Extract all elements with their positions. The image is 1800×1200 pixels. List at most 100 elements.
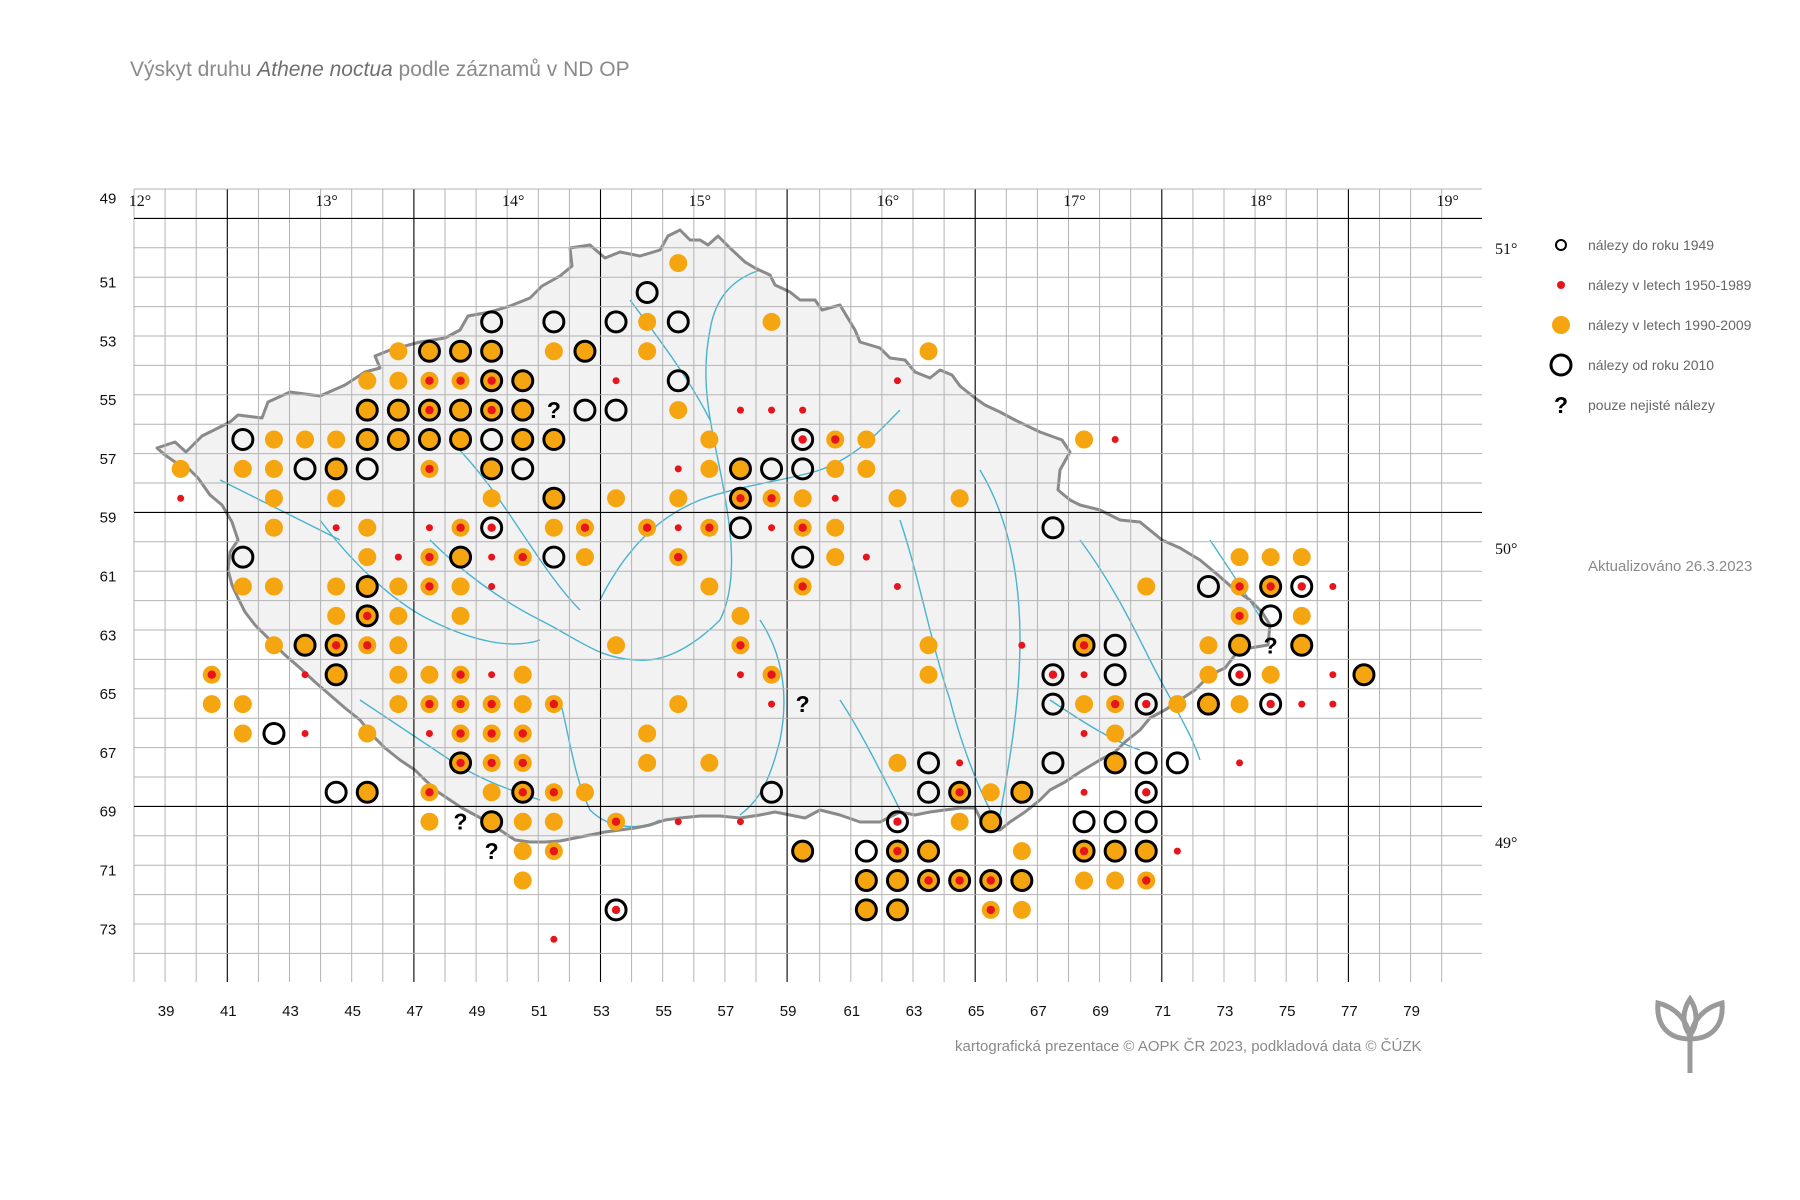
thick-ring [1196,575,1220,598]
orange-dot [357,782,378,803]
orange-dot [1292,548,1311,567]
red-dot [1297,582,1306,591]
orange-dot [730,458,751,479]
grid-cell-record [700,518,719,537]
red-dot [580,523,590,532]
orange-dot [1075,695,1094,714]
thick-ring [1134,751,1158,775]
red-dot [488,583,496,590]
orange-dot [981,783,1000,802]
aopk-logo-icon [1655,995,1725,1073]
grid-cell-record [575,548,594,567]
grid-cell-record [544,342,563,361]
grid-cell-record [1041,516,1065,540]
orange-dot [1261,548,1280,567]
thick-ring [324,457,348,481]
orange-dot [544,518,563,537]
grid-cell-record [420,783,439,802]
orange-dot [1075,430,1094,449]
red-dot [1235,611,1244,621]
grid-cell-record [669,695,688,714]
grid-cell-record [1228,663,1252,687]
grid-cell-record: ? [454,809,468,835]
red-dot [1266,582,1275,591]
grid-cell-record [425,524,433,532]
grid-cell-record [736,818,744,826]
grid-cell-record [1010,780,1034,804]
grid-cell-record [956,759,964,767]
grid-cell-record [917,780,941,804]
legend-item: ? pouze nejisté nálezy [1548,392,1788,432]
orange-dot [389,695,408,714]
red-dot [1142,876,1151,885]
orange-dot [419,429,440,450]
red-dot [487,523,496,532]
red-dot [924,876,933,885]
grid-cell-record [791,428,815,451]
thick-ring-icon [1549,353,1573,377]
grid-cell-record [1196,692,1220,716]
red-dot [301,671,309,679]
grid-cell-record [1018,641,1026,649]
grid-cell-record [604,310,628,334]
orange-dot [358,724,377,743]
grid-cell-record [674,818,682,826]
thick-ring [760,457,784,481]
orange-dot [264,577,283,596]
grid-cell-record [917,751,941,775]
grid-cell-record [324,663,348,687]
title-suffix: podle záznamů v ND OP [392,58,630,81]
grid-cell-record [857,430,876,449]
grid-cell-record [666,310,690,334]
red-dot [798,435,807,444]
left-axis-label: 49 [100,191,117,208]
orange-dot [420,665,439,684]
grid-cell-record [981,783,1000,802]
thick-ring [917,839,941,863]
thick-ring [511,780,535,804]
red-dot [1329,700,1337,708]
red-dot [736,671,744,679]
thick-ring [1103,633,1127,657]
legend-item: nálezy do roku 1949 [1548,232,1788,272]
orange-dot [826,459,845,478]
legend-label: pouze nejisté nálezy [1588,397,1715,413]
legend-label: nálezy do roku 1949 [1588,237,1715,253]
red-dot [1018,641,1026,649]
thick-ring [324,633,348,657]
red-dot [425,376,434,385]
grid-cell-record: ? [1264,632,1278,658]
red-dot [736,818,744,826]
orange-dot [888,753,907,772]
grid-cell-record [1329,671,1337,679]
red-dot [767,670,776,679]
orange-dot [482,489,501,508]
red-dot [642,523,652,532]
red-dot [456,699,465,709]
grid-cell-record [1012,900,1031,919]
grid-cell-record [324,457,348,481]
left-axis-label: 71 [100,863,117,880]
orange-dot [1106,871,1125,890]
red-dot [394,553,402,561]
red-dot [798,523,807,532]
grid-cell-record [544,812,563,831]
grid-cell-record [171,459,190,478]
grid-cell-record [1165,751,1189,775]
grid-cell-record [1103,751,1127,775]
orange-dot [419,341,440,362]
grid-cell-record [202,695,221,714]
red-dot [736,494,745,503]
grid-cell-record [482,753,501,772]
red-dot [986,905,995,915]
thick-ring [417,398,441,422]
left-axis-label: 61 [100,569,117,586]
grid-cell-record [768,700,776,708]
title-prefix: Výskyt druhu [130,58,258,81]
grid-cell-record [480,398,504,422]
grid-cell-record [389,342,408,361]
grid-cell-record [917,869,941,892]
river-line [739,619,785,816]
orange-dot [358,548,377,567]
red-dot [207,670,216,679]
